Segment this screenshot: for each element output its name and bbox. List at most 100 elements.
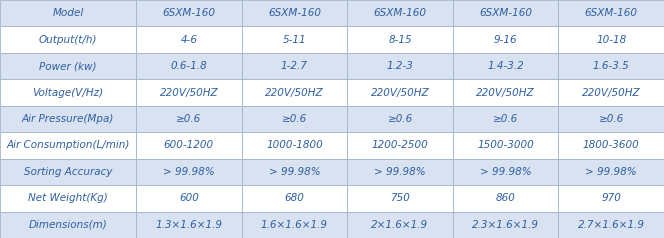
Bar (242, 79, 347, 106)
Text: 750: 750 (390, 193, 410, 203)
Text: ≥0.6: ≥0.6 (598, 114, 623, 124)
Bar (347, 53, 453, 79)
Text: ≥0.6: ≥0.6 (493, 114, 518, 124)
Bar (242, 106, 347, 132)
Bar (347, 132, 453, 159)
Bar (0, 132, 136, 159)
Text: Air Pressure(Mpa): Air Pressure(Mpa) (22, 114, 114, 124)
Text: 6SXM-160: 6SXM-160 (585, 8, 637, 18)
Bar (453, 79, 558, 106)
Text: 1-2.7: 1-2.7 (281, 61, 308, 71)
Text: 220V/50HZ: 220V/50HZ (476, 88, 535, 98)
Bar (136, 212, 242, 238)
Bar (0, 212, 136, 238)
Bar (0, 26, 136, 53)
Text: 4-6: 4-6 (181, 35, 197, 45)
Text: Net Weight(Kg): Net Weight(Kg) (28, 193, 108, 203)
Bar (136, 132, 242, 159)
Text: 600-1200: 600-1200 (164, 140, 214, 150)
Bar (242, 53, 347, 79)
Text: > 99.98%: > 99.98% (586, 167, 637, 177)
Text: 8-15: 8-15 (388, 35, 412, 45)
Text: 970: 970 (602, 193, 621, 203)
Bar (558, 132, 664, 159)
Text: 1200-2500: 1200-2500 (372, 140, 428, 150)
Text: ≥0.6: ≥0.6 (387, 114, 412, 124)
Bar (136, 53, 242, 79)
Text: Voltage(V/Hz): Voltage(V/Hz) (33, 88, 104, 98)
Bar (0, 159, 136, 185)
Text: Air Consumption(L/min): Air Consumption(L/min) (7, 140, 129, 150)
Bar (453, 212, 558, 238)
Text: Power (kw): Power (kw) (39, 61, 97, 71)
Text: 1500-3000: 1500-3000 (477, 140, 534, 150)
Bar (242, 185, 347, 212)
Text: 10-18: 10-18 (596, 35, 626, 45)
Text: 6SXM-160: 6SXM-160 (374, 8, 426, 18)
Bar (558, 212, 664, 238)
Bar (0, 0, 136, 26)
Bar (0, 53, 136, 79)
Text: 0.6-1.8: 0.6-1.8 (171, 61, 207, 71)
Bar (347, 26, 453, 53)
Bar (347, 0, 453, 26)
Text: 2×1.6×1.9: 2×1.6×1.9 (371, 220, 428, 230)
Bar (347, 106, 453, 132)
Text: Sorting Accuracy: Sorting Accuracy (24, 167, 112, 177)
Bar (0, 185, 136, 212)
Text: 220V/50HZ: 220V/50HZ (371, 88, 430, 98)
Bar (558, 53, 664, 79)
Text: ≥0.6: ≥0.6 (176, 114, 201, 124)
Text: 6SXM-160: 6SXM-160 (479, 8, 532, 18)
Text: Output(t/h): Output(t/h) (39, 35, 97, 45)
Text: 9-16: 9-16 (494, 35, 517, 45)
Bar (242, 212, 347, 238)
Bar (558, 185, 664, 212)
Text: 1000-1800: 1000-1800 (266, 140, 323, 150)
Bar (558, 0, 664, 26)
Bar (347, 212, 453, 238)
Bar (558, 79, 664, 106)
Bar (453, 132, 558, 159)
Bar (136, 0, 242, 26)
Text: 5-11: 5-11 (283, 35, 306, 45)
Text: 600: 600 (179, 193, 199, 203)
Bar (136, 26, 242, 53)
Text: ≥0.6: ≥0.6 (282, 114, 307, 124)
Bar (136, 106, 242, 132)
Text: 2.3×1.6×1.9: 2.3×1.6×1.9 (472, 220, 539, 230)
Text: 1800-3600: 1800-3600 (583, 140, 639, 150)
Bar (558, 26, 664, 53)
Text: 220V/50HZ: 220V/50HZ (265, 88, 324, 98)
Bar (453, 0, 558, 26)
Bar (453, 26, 558, 53)
Text: 6SXM-160: 6SXM-160 (162, 8, 215, 18)
Text: 6SXM-160: 6SXM-160 (268, 8, 321, 18)
Text: 1.6-3.5: 1.6-3.5 (593, 61, 629, 71)
Text: Model: Model (52, 8, 84, 18)
Bar (242, 132, 347, 159)
Bar (136, 159, 242, 185)
Text: 1.4-3.2: 1.4-3.2 (487, 61, 524, 71)
Bar (347, 159, 453, 185)
Bar (136, 185, 242, 212)
Bar (347, 185, 453, 212)
Bar (136, 79, 242, 106)
Bar (453, 53, 558, 79)
Text: Dimensions(m): Dimensions(m) (29, 220, 108, 230)
Text: > 99.98%: > 99.98% (480, 167, 531, 177)
Text: 220V/50HZ: 220V/50HZ (159, 88, 218, 98)
Bar (558, 106, 664, 132)
Bar (242, 159, 347, 185)
Text: 1.6×1.6×1.9: 1.6×1.6×1.9 (261, 220, 328, 230)
Bar (453, 185, 558, 212)
Text: > 99.98%: > 99.98% (163, 167, 214, 177)
Text: > 99.98%: > 99.98% (269, 167, 320, 177)
Bar (0, 106, 136, 132)
Text: 2.7×1.6×1.9: 2.7×1.6×1.9 (578, 220, 645, 230)
Bar (242, 0, 347, 26)
Text: 220V/50HZ: 220V/50HZ (582, 88, 641, 98)
Text: 680: 680 (284, 193, 304, 203)
Bar (453, 159, 558, 185)
Text: 860: 860 (495, 193, 515, 203)
